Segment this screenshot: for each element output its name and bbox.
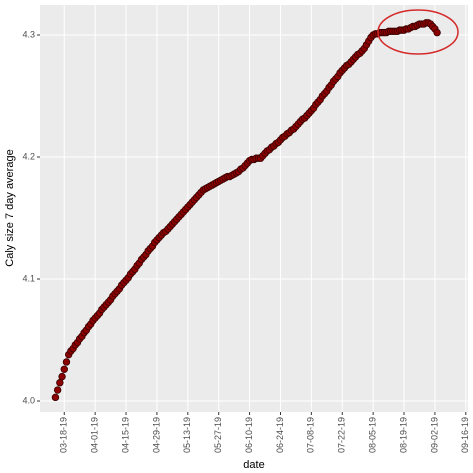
y-tick-label: 4.0 xyxy=(22,395,35,405)
x-tick-label: 06-24-19 xyxy=(275,417,285,453)
point xyxy=(58,372,66,381)
y-tick-label: 4.3 xyxy=(22,29,35,39)
grid xyxy=(40,5,468,412)
x-tick-label: 04-01-19 xyxy=(90,417,100,453)
x-tick-label: 04-15-19 xyxy=(120,417,130,453)
x-tick-label: 03-18-19 xyxy=(59,417,69,453)
x-tick-label: 07-22-19 xyxy=(337,417,347,453)
x-tick-label: 08-19-19 xyxy=(398,417,408,453)
x-tick-label: 05-13-19 xyxy=(182,417,192,453)
points xyxy=(51,19,441,402)
point xyxy=(53,386,62,394)
y-axis-title: Caly size 7 day average xyxy=(4,149,16,266)
panel xyxy=(40,5,468,412)
x-axis-title: date xyxy=(243,459,264,471)
x-tick-label: 08-05-19 xyxy=(368,417,378,453)
point xyxy=(56,379,64,387)
x-tick-label: 09-02-19 xyxy=(429,417,439,453)
point xyxy=(60,365,68,373)
point xyxy=(62,358,71,366)
point xyxy=(51,393,60,402)
point xyxy=(433,28,441,37)
x-tick-label: 07-08-19 xyxy=(306,417,316,453)
x-tick-label: 05-27-19 xyxy=(213,417,223,453)
x-tick-label: 09-16-19 xyxy=(460,417,470,453)
highlight-ellipse xyxy=(377,9,459,55)
y-tick-label: 4.2 xyxy=(22,151,35,161)
y-tick-label: 4.1 xyxy=(22,273,35,283)
x-tick-label: 04-29-19 xyxy=(151,417,161,453)
x-tick-label: 06-10-19 xyxy=(244,417,254,453)
